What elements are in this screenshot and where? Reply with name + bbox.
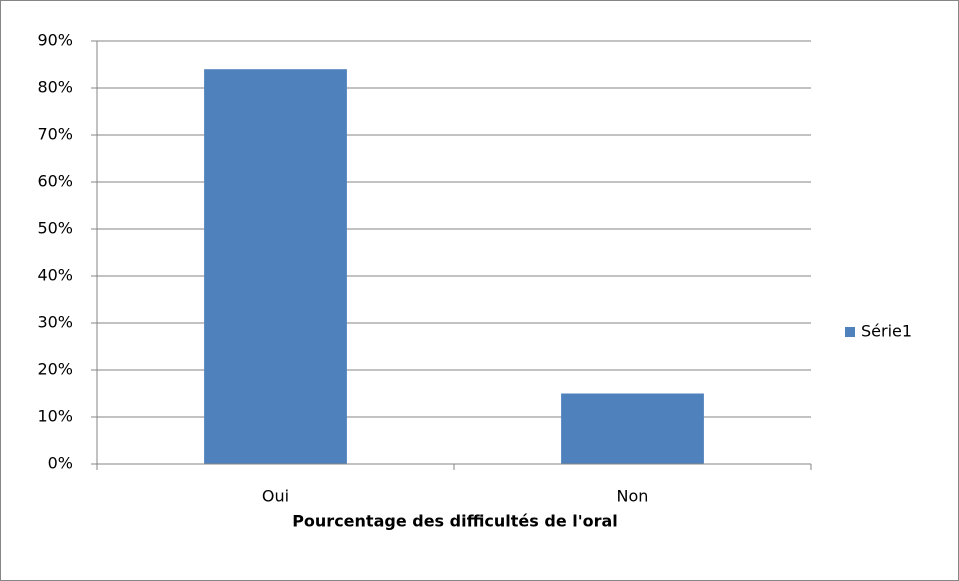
y-tick-label: 10% bbox=[37, 407, 73, 426]
y-tick-label: 50% bbox=[37, 219, 73, 238]
bar bbox=[204, 69, 347, 464]
bar bbox=[561, 393, 704, 464]
y-tick-label: 60% bbox=[37, 172, 73, 191]
legend-swatch bbox=[845, 327, 855, 337]
x-axis-title: Pourcentage des difficultés de l'oral bbox=[292, 512, 618, 531]
x-tick-label: Oui bbox=[262, 487, 289, 506]
y-tick-label: 80% bbox=[37, 78, 73, 97]
y-tick-label: 90% bbox=[37, 31, 73, 50]
y-tick-label: 70% bbox=[37, 125, 73, 144]
y-tick-label: 20% bbox=[37, 360, 73, 379]
y-tick-label: 0% bbox=[48, 454, 73, 473]
legend-label: Série1 bbox=[861, 322, 912, 341]
y-tick-label: 40% bbox=[37, 266, 73, 285]
y-tick-label: 30% bbox=[37, 313, 73, 332]
x-tick-label: Non bbox=[617, 487, 649, 506]
